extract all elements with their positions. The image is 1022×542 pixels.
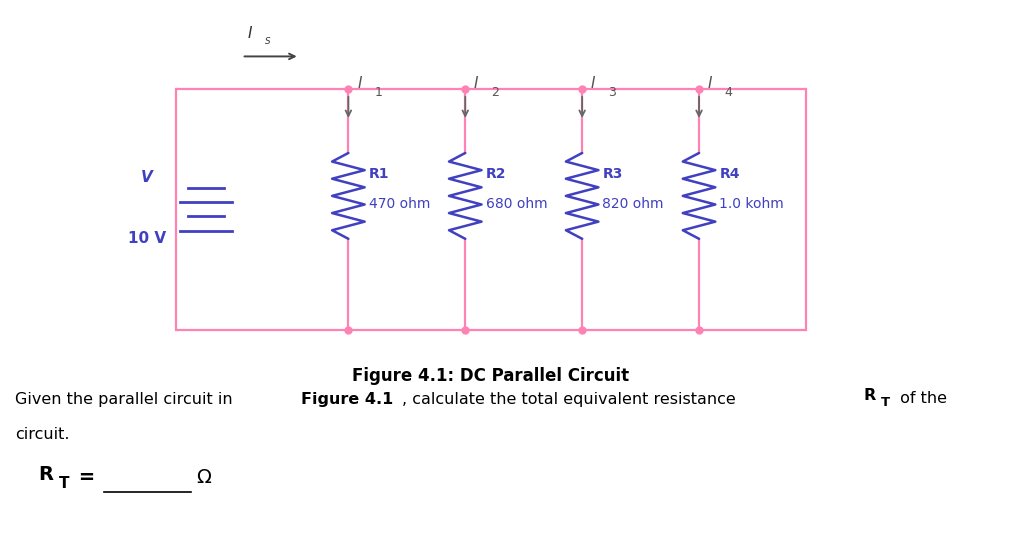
Text: $1$: $1$ xyxy=(374,86,382,99)
Text: $I$: $I$ xyxy=(473,75,479,91)
Text: T: T xyxy=(58,476,69,491)
Text: R: R xyxy=(39,466,53,485)
Text: Figure 4.1: Figure 4.1 xyxy=(300,392,392,407)
Text: R1: R1 xyxy=(369,167,389,182)
Text: 470 ohm: 470 ohm xyxy=(369,197,430,211)
Text: 1.0 kohm: 1.0 kohm xyxy=(719,197,784,211)
Text: $I$: $I$ xyxy=(357,75,363,91)
Text: , calculate the total equivalent resistance: , calculate the total equivalent resista… xyxy=(403,392,741,407)
Text: 680 ohm: 680 ohm xyxy=(485,197,547,211)
Text: Ω: Ω xyxy=(196,468,211,487)
Text: $3$: $3$ xyxy=(607,86,616,99)
Text: R4: R4 xyxy=(719,167,740,182)
Text: T: T xyxy=(881,396,890,409)
Text: Figure 4.1: DC Parallel Circuit: Figure 4.1: DC Parallel Circuit xyxy=(353,366,630,385)
Text: $I$: $I$ xyxy=(707,75,713,91)
Text: $_S$: $_S$ xyxy=(264,34,272,47)
Text: 10 V: 10 V xyxy=(128,231,167,246)
Text: V: V xyxy=(141,170,153,185)
Text: $I$: $I$ xyxy=(591,75,597,91)
Text: of the: of the xyxy=(895,391,947,405)
Text: $I$: $I$ xyxy=(246,25,252,41)
Text: R3: R3 xyxy=(603,167,622,182)
Text: R2: R2 xyxy=(485,167,506,182)
Text: Given the parallel circuit in: Given the parallel circuit in xyxy=(15,392,238,407)
Text: =: = xyxy=(72,468,95,487)
Text: $2$: $2$ xyxy=(491,86,500,99)
Text: R: R xyxy=(864,388,876,403)
Text: circuit.: circuit. xyxy=(15,427,69,442)
Text: 820 ohm: 820 ohm xyxy=(603,197,664,211)
Text: $4$: $4$ xyxy=(725,86,734,99)
